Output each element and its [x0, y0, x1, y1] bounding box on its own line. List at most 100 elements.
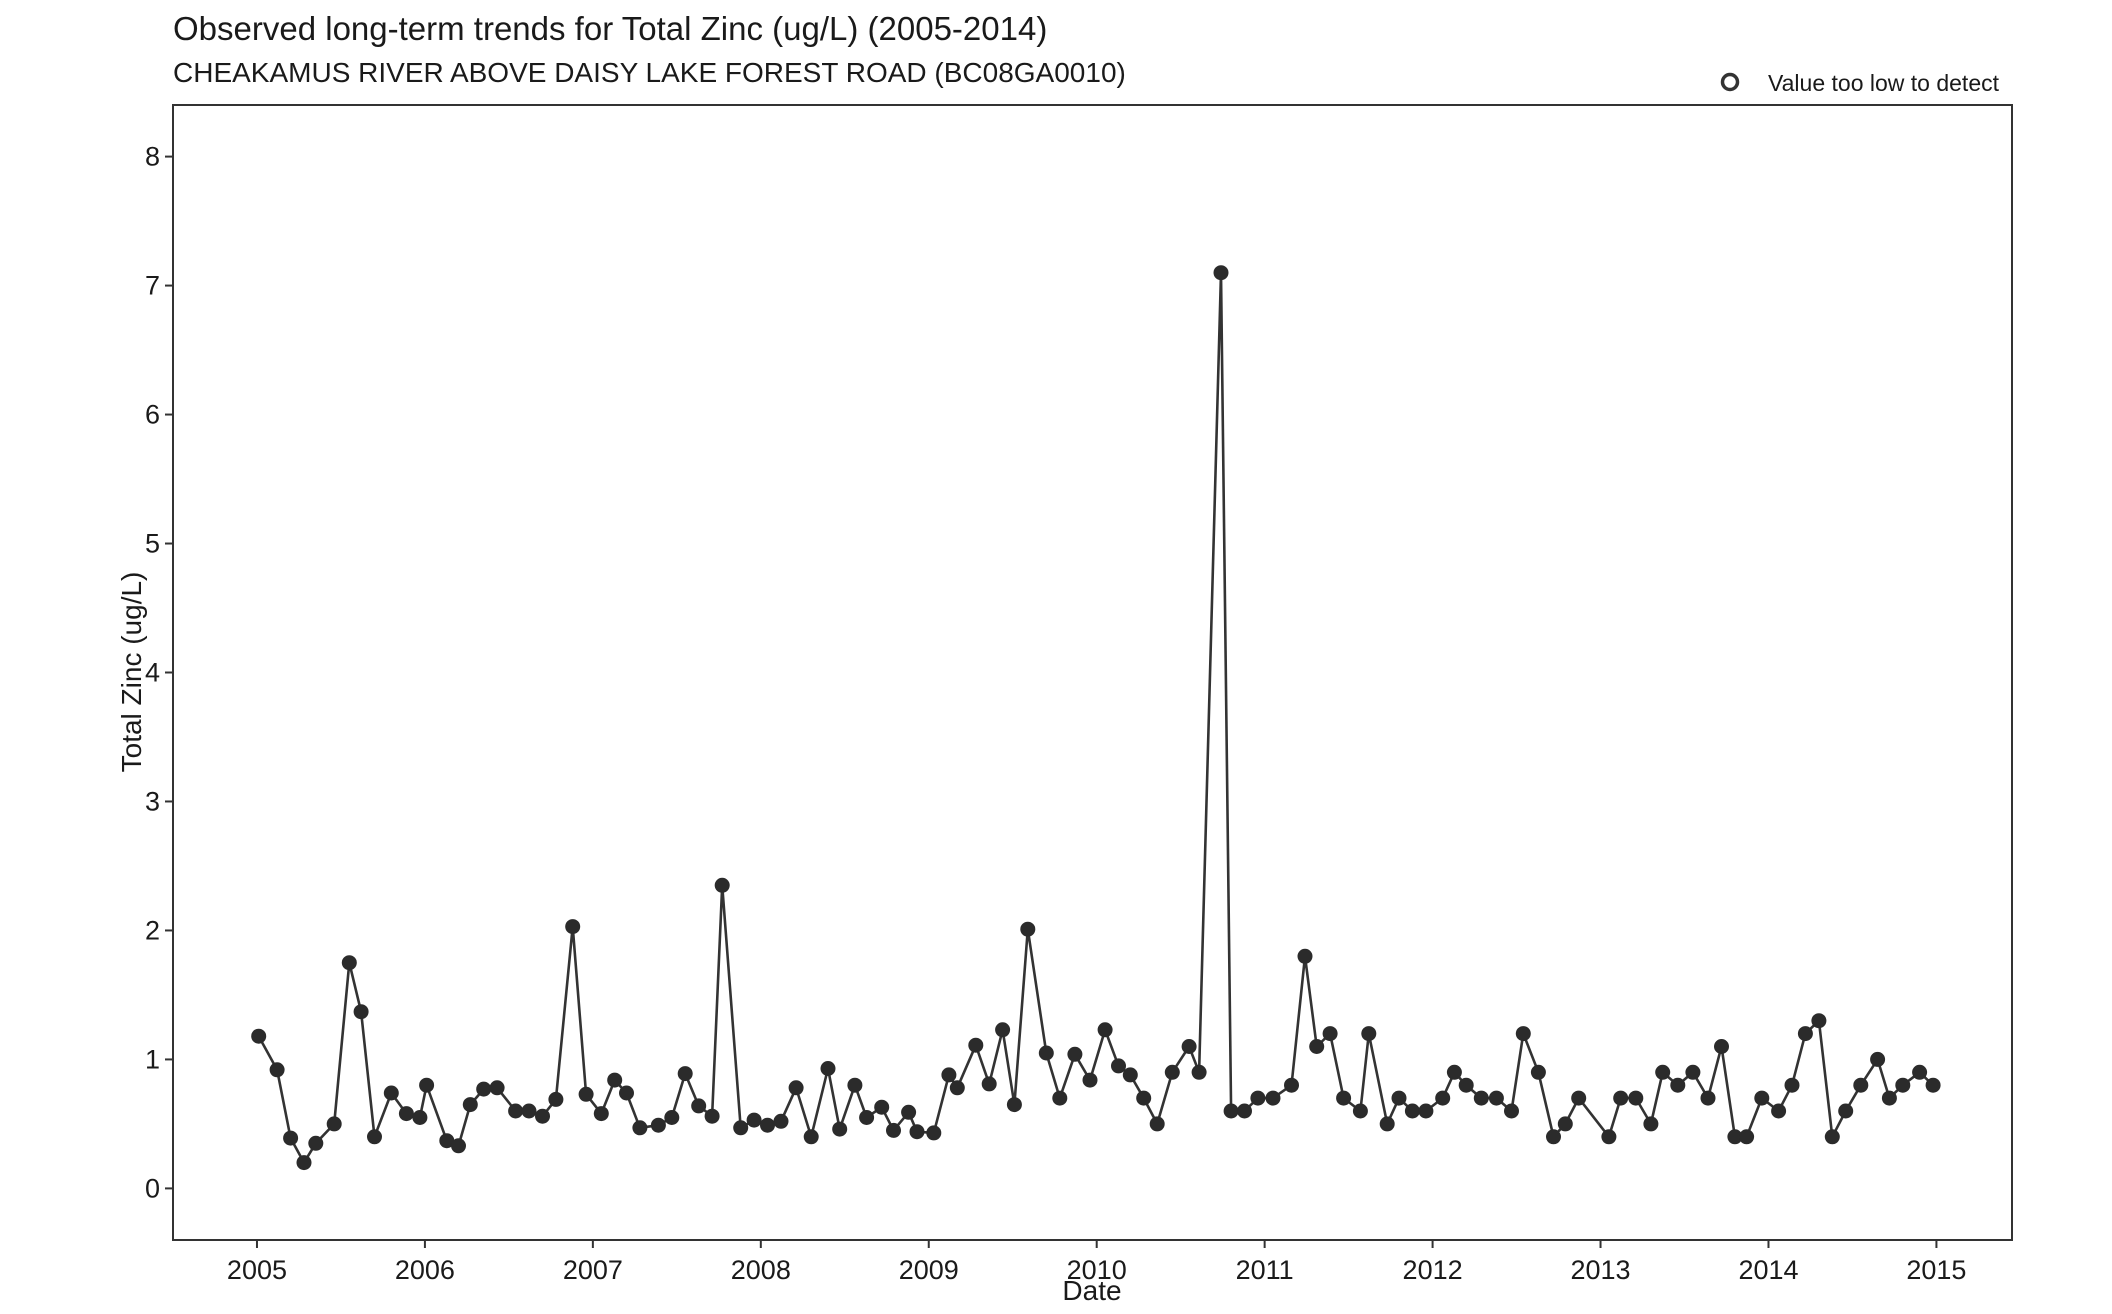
x-tick-label: 2006 — [395, 1255, 455, 1285]
x-tick-label: 2013 — [1570, 1255, 1630, 1285]
y-tick-label: 0 — [145, 1173, 160, 1203]
data-point — [341, 955, 357, 971]
data-point — [1020, 921, 1036, 937]
data-point — [832, 1121, 848, 1137]
data-point — [949, 1080, 965, 1096]
data-point — [1284, 1077, 1299, 1093]
data-point — [1309, 1039, 1325, 1054]
y-tick-label: 2 — [145, 915, 160, 945]
data-point — [968, 1037, 984, 1053]
data-point — [1352, 1103, 1368, 1119]
data-point — [1336, 1090, 1352, 1106]
data-point — [926, 1125, 942, 1141]
chart-title: Observed long-term trends for Total Zinc… — [173, 10, 1047, 47]
x-tick-label: 2005 — [227, 1255, 287, 1285]
data-point — [1191, 1064, 1207, 1080]
y-axis-title: Total Zinc (ug/L) — [116, 572, 147, 773]
data-point — [1322, 1026, 1338, 1042]
data-point — [664, 1110, 680, 1125]
y-tick-label: 3 — [145, 786, 160, 816]
data-point — [1771, 1103, 1787, 1119]
y-tick-label: 8 — [145, 142, 160, 172]
data-point — [1067, 1046, 1083, 1062]
data-point — [296, 1155, 312, 1171]
data-point — [565, 919, 581, 935]
series-line — [257, 271, 1934, 1164]
data-point — [1853, 1077, 1869, 1093]
data-point — [1038, 1045, 1054, 1061]
data-point — [901, 1104, 917, 1120]
data-point — [1739, 1129, 1755, 1145]
y-tick-label: 4 — [145, 658, 160, 688]
data-point — [1361, 1026, 1377, 1042]
data-point — [981, 1076, 997, 1092]
data-point — [383, 1085, 399, 1101]
data-point — [1655, 1064, 1671, 1080]
data-point — [1714, 1039, 1729, 1054]
chart-subtitle: CHEAKAMUS RIVER ABOVE DAISY LAKE FOREST … — [173, 57, 1126, 88]
data-point — [1473, 1090, 1489, 1106]
data-point — [1881, 1090, 1897, 1106]
data-point — [476, 1081, 492, 1097]
data-point — [1925, 1077, 1941, 1093]
data-point — [746, 1112, 762, 1128]
data-point — [1895, 1077, 1911, 1093]
data-point — [820, 1061, 836, 1076]
data-point — [1458, 1077, 1474, 1093]
data-point — [874, 1099, 890, 1115]
data-point — [1784, 1077, 1800, 1093]
data-point — [1164, 1064, 1180, 1080]
data-point — [462, 1097, 478, 1113]
data-point — [1250, 1090, 1266, 1106]
data-point — [677, 1066, 693, 1082]
data-point — [1546, 1129, 1561, 1145]
data-point — [269, 1062, 285, 1078]
data-point — [1504, 1103, 1519, 1119]
data-point — [1670, 1077, 1686, 1093]
data-point — [1797, 1026, 1813, 1042]
data-point — [1870, 1051, 1886, 1067]
y-tick-label: 7 — [145, 271, 160, 301]
data-point — [886, 1122, 901, 1138]
data-point — [995, 1022, 1011, 1038]
data-point — [1223, 1103, 1239, 1119]
data-point — [1418, 1103, 1434, 1119]
y-tick-label: 5 — [145, 529, 160, 559]
data-point — [1265, 1090, 1281, 1106]
data-point — [578, 1086, 594, 1102]
data-point — [1530, 1064, 1546, 1080]
data-point — [398, 1106, 414, 1122]
data-point — [691, 1098, 707, 1114]
data-point — [619, 1085, 634, 1101]
data-point — [1082, 1072, 1098, 1088]
data-point — [308, 1135, 324, 1151]
x-tick-label: 2010 — [1067, 1255, 1127, 1285]
data-point — [632, 1120, 648, 1136]
data-point — [1404, 1103, 1420, 1119]
legend: Value too low to detect — [1720, 70, 2000, 96]
data-point — [535, 1108, 550, 1124]
data-point — [1824, 1129, 1840, 1145]
data-point — [326, 1116, 342, 1132]
data-point — [1391, 1090, 1407, 1106]
data-point — [1052, 1090, 1068, 1106]
data-point — [593, 1106, 609, 1122]
data-point — [548, 1091, 564, 1107]
data-point — [412, 1110, 428, 1125]
data-point — [788, 1080, 804, 1096]
data-point — [1111, 1058, 1126, 1074]
data-point — [1379, 1116, 1395, 1132]
data-point — [1213, 265, 1229, 281]
data-point — [1643, 1116, 1659, 1132]
data-point — [1122, 1067, 1138, 1083]
data-point — [353, 1004, 369, 1020]
x-tick-label: 2008 — [731, 1255, 791, 1285]
data-point — [1700, 1090, 1716, 1106]
data-point — [251, 1028, 267, 1044]
legend-open-circle-icon — [1720, 72, 1740, 92]
data-point — [367, 1129, 382, 1145]
legend-label: Value too low to detect — [1768, 70, 2000, 96]
data-point — [439, 1133, 455, 1149]
